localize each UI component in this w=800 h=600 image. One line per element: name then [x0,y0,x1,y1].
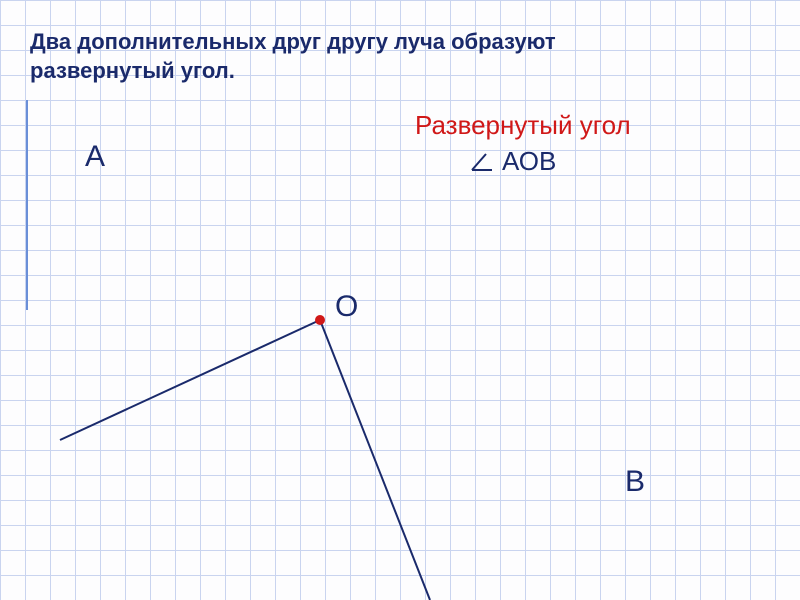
vertex-O-point [315,315,325,325]
caption-angle-AOB: АОВ [470,146,556,177]
angle-name-text: АОВ [502,146,556,177]
point-label-A: А [85,140,105,174]
angle-symbol-icon [470,152,494,172]
point-label-O: О [335,290,358,324]
ray-OA [60,320,320,440]
stage: Два дополнительных друг другу луча образ… [0,0,800,600]
slide-title: Два дополнительных друг другу луча образ… [30,28,630,85]
ray-OB [320,320,430,600]
point-label-B: В [625,465,645,499]
caption-straight-angle: Развернутый угол [415,110,631,141]
geometry-diagram [0,0,800,600]
